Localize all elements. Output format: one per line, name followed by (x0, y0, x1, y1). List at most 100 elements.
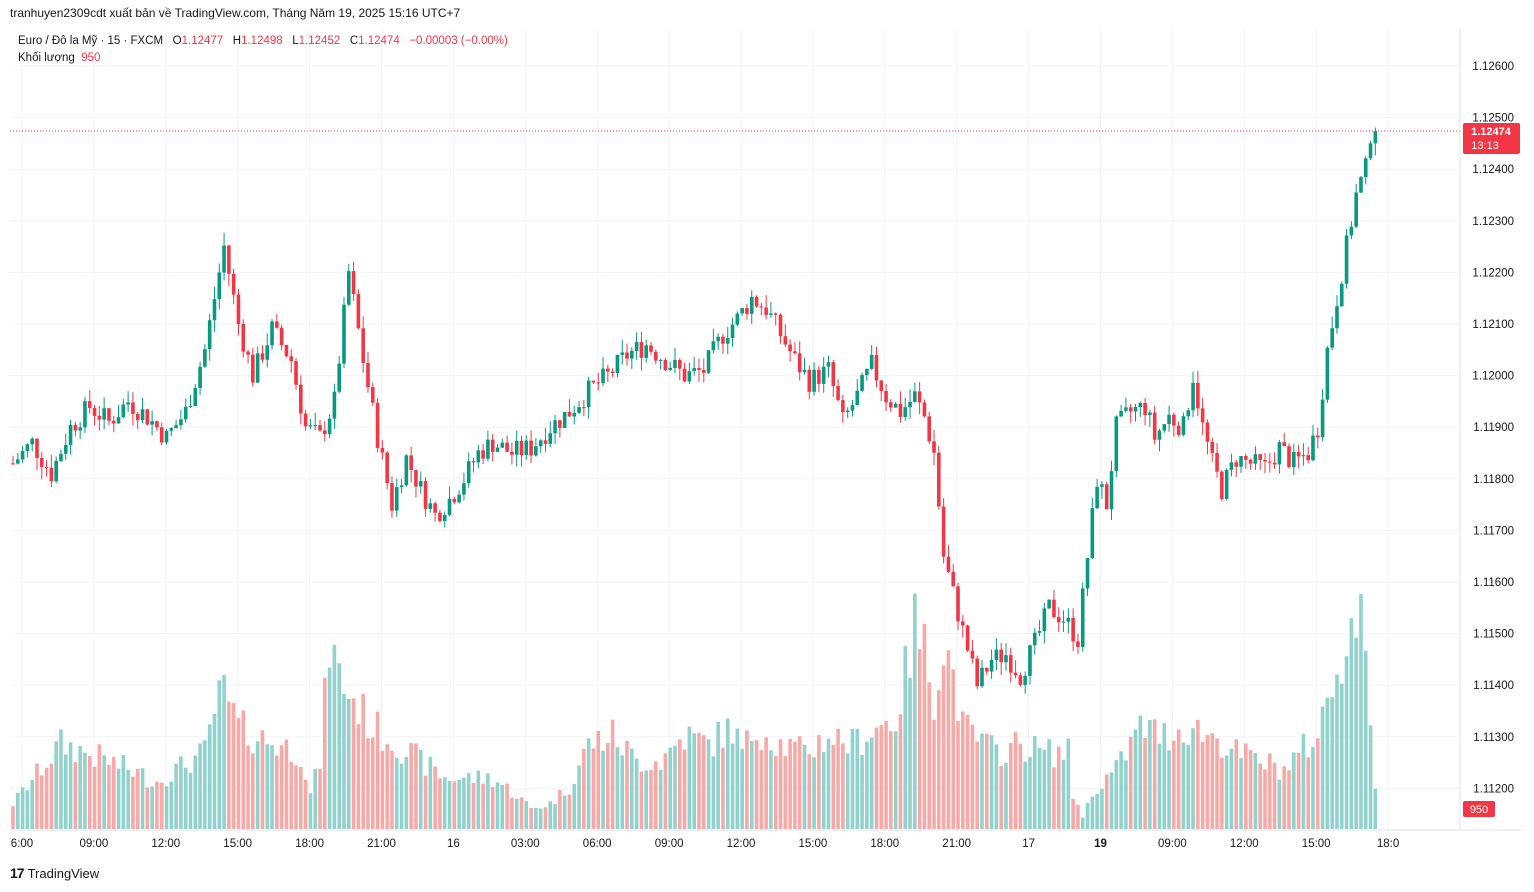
candle-body (1148, 412, 1152, 416)
candle-body (1143, 402, 1147, 416)
volume-bar (83, 752, 87, 829)
volume-bar (788, 738, 792, 829)
volume-bar (111, 756, 116, 829)
volume-bar (251, 753, 255, 829)
price-tick-label: 1.11800 (1473, 474, 1514, 486)
volume-bar (1061, 759, 1066, 829)
volume-bar (1181, 742, 1186, 829)
candle-body (615, 354, 620, 374)
candle-body (749, 296, 754, 314)
volume-bar (303, 779, 308, 829)
time-tick-label: 09:00 (1158, 838, 1187, 850)
volume-bar (836, 728, 840, 829)
tradingview-footer[interactable]: 17 TradingView (10, 865, 99, 881)
volume-bar (1277, 779, 1282, 829)
candle-body (682, 368, 687, 382)
candle-body (107, 408, 111, 421)
candle-body (462, 483, 466, 495)
candle-body (692, 368, 696, 372)
candle-body (390, 483, 394, 511)
volume-bar (869, 737, 874, 829)
candle-body (620, 352, 625, 355)
symbol-legend[interactable]: Euro / Đô la Mỹ · 15 · FXCM O1.12477 H1.… (18, 35, 508, 47)
volume-legend[interactable]: Khối lượng 950 (18, 52, 100, 64)
candle-body (318, 425, 322, 431)
volume-bar (390, 750, 394, 829)
time-tick-label: 17 (1022, 838, 1035, 850)
candle-body (519, 440, 524, 456)
volume-bar (385, 744, 389, 829)
tradingview-brand[interactable]: TradingView (27, 865, 100, 881)
candle-body (788, 344, 792, 352)
price-tick-label: 1.12000 (1472, 371, 1514, 383)
price-axis[interactable]: 1.12600 1.12500 1.12400 1.12300 1.12200 1.121… (1472, 61, 1514, 795)
tradingview-logo-icon: 17 (10, 865, 25, 881)
volume-bar (831, 744, 836, 829)
volume-bar (1004, 762, 1008, 829)
candle-body (222, 245, 226, 273)
candle-body (1172, 414, 1176, 426)
volume-bar (908, 677, 912, 829)
volume-bar (1268, 753, 1272, 829)
volume-bar (841, 743, 845, 829)
candle-body (346, 271, 351, 305)
volume-bar (159, 782, 164, 829)
volume-bar (327, 667, 332, 829)
volume-bar (289, 761, 294, 829)
candle-body (951, 571, 956, 587)
candle-body (193, 388, 198, 407)
volume-bar (11, 806, 15, 829)
volume-bar (140, 768, 145, 829)
candle-body (428, 503, 433, 509)
price-tick-label: 1.11200 (1473, 783, 1514, 795)
candle-body (159, 427, 164, 443)
volume-bar (687, 726, 692, 829)
time-tick-label: 15:00 (223, 838, 252, 850)
candle-body (831, 362, 836, 387)
volume-bar (102, 755, 106, 829)
volume-bar (49, 763, 54, 829)
symbol-title[interactable]: Euro / Đô la Mỹ · 15 · FXCM (18, 35, 164, 47)
candle-body (370, 387, 375, 403)
volume-bar (1071, 798, 1075, 829)
volume-bar (1344, 656, 1349, 829)
candle-body (423, 481, 428, 509)
volume-bar (1104, 774, 1109, 829)
volume-badge-label: 950 (1470, 804, 1488, 816)
volume-bar (54, 741, 58, 829)
volume-bar (1215, 738, 1219, 829)
volume-bar (428, 756, 433, 829)
candle-body (1248, 459, 1253, 464)
volume-bar (20, 787, 25, 829)
candle-body (1287, 446, 1291, 468)
candle-body (1186, 410, 1191, 417)
volume-bar (855, 728, 860, 829)
time-axis[interactable]: 6:00 09:00 12:00 15:00 18:00 21:00 16 03:00 06:0… (11, 838, 1399, 850)
candle-body (836, 386, 840, 401)
candle-body (217, 272, 222, 300)
candle-body (821, 366, 826, 384)
candle-body (135, 413, 140, 421)
candle-body (1071, 617, 1075, 642)
volume-bar (222, 675, 226, 829)
candle-body (1037, 631, 1042, 633)
volume-bar (1229, 748, 1234, 829)
volume-bar (1224, 755, 1229, 829)
volume-bar (994, 744, 999, 829)
volume-bar (275, 755, 279, 829)
candle-body (394, 487, 399, 511)
candle-body (1095, 486, 1099, 509)
candle-body (1004, 655, 1008, 663)
volume-bar (198, 743, 202, 829)
volume-bar (793, 741, 797, 829)
candle-body (893, 403, 898, 408)
candle-body (59, 453, 63, 461)
volume-bar (1191, 728, 1195, 829)
candle-body (231, 273, 236, 295)
time-tick-label: 12:00 (1230, 838, 1259, 850)
time-tick-label: 6:00 (11, 838, 33, 850)
candle-body (255, 353, 260, 383)
candle-body (1234, 462, 1239, 467)
time-tick-label: 18:0 (1377, 838, 1399, 850)
